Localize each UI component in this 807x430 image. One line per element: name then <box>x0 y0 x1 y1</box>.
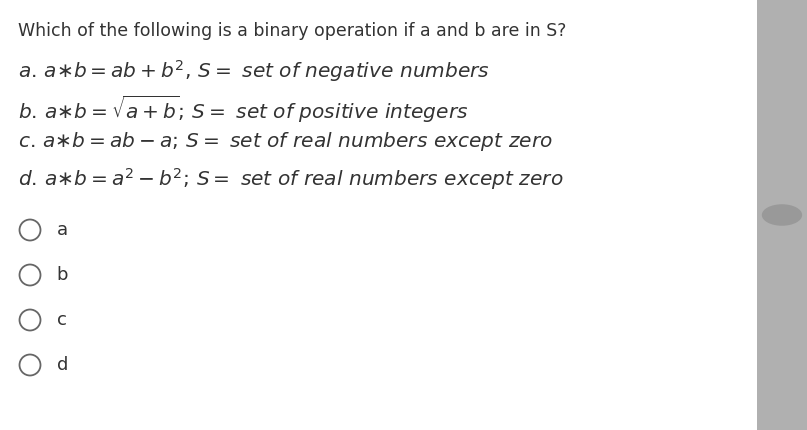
Text: $b.\, a{\ast}b = \sqrt{a+b};\, S =$ $\it{set\ of\ positive\ integers}$: $b.\, a{\ast}b = \sqrt{a+b};\, S =$ $\it… <box>18 94 468 125</box>
Bar <box>757 0 807 430</box>
Text: Which of the following is a binary operation if a and b are in S?: Which of the following is a binary opera… <box>18 22 567 40</box>
Text: $d.\, a{\ast}b = a^2 - b^2;\, S =$ $\it{set\ of\ real\ numbers\ except\ zero}$: $d.\, a{\ast}b = a^2 - b^2;\, S =$ $\it{… <box>18 166 563 192</box>
Text: a: a <box>56 221 68 239</box>
Text: b: b <box>56 266 68 284</box>
Circle shape <box>762 204 802 226</box>
Text: $a.\, a{\ast}b = ab + b^2,\, S =$ $\it{set\ of\ negative\ numbers}$: $a.\, a{\ast}b = ab + b^2,\, S =$ $\it{s… <box>18 58 490 84</box>
Text: $c.\, a{\ast}b = ab - a;\, S =$ $\it{set\ of\ real\ numbers\ except\ zero}$: $c.\, a{\ast}b = ab - a;\, S =$ $\it{set… <box>18 130 553 153</box>
Text: c: c <box>56 311 66 329</box>
Text: d: d <box>56 356 68 374</box>
